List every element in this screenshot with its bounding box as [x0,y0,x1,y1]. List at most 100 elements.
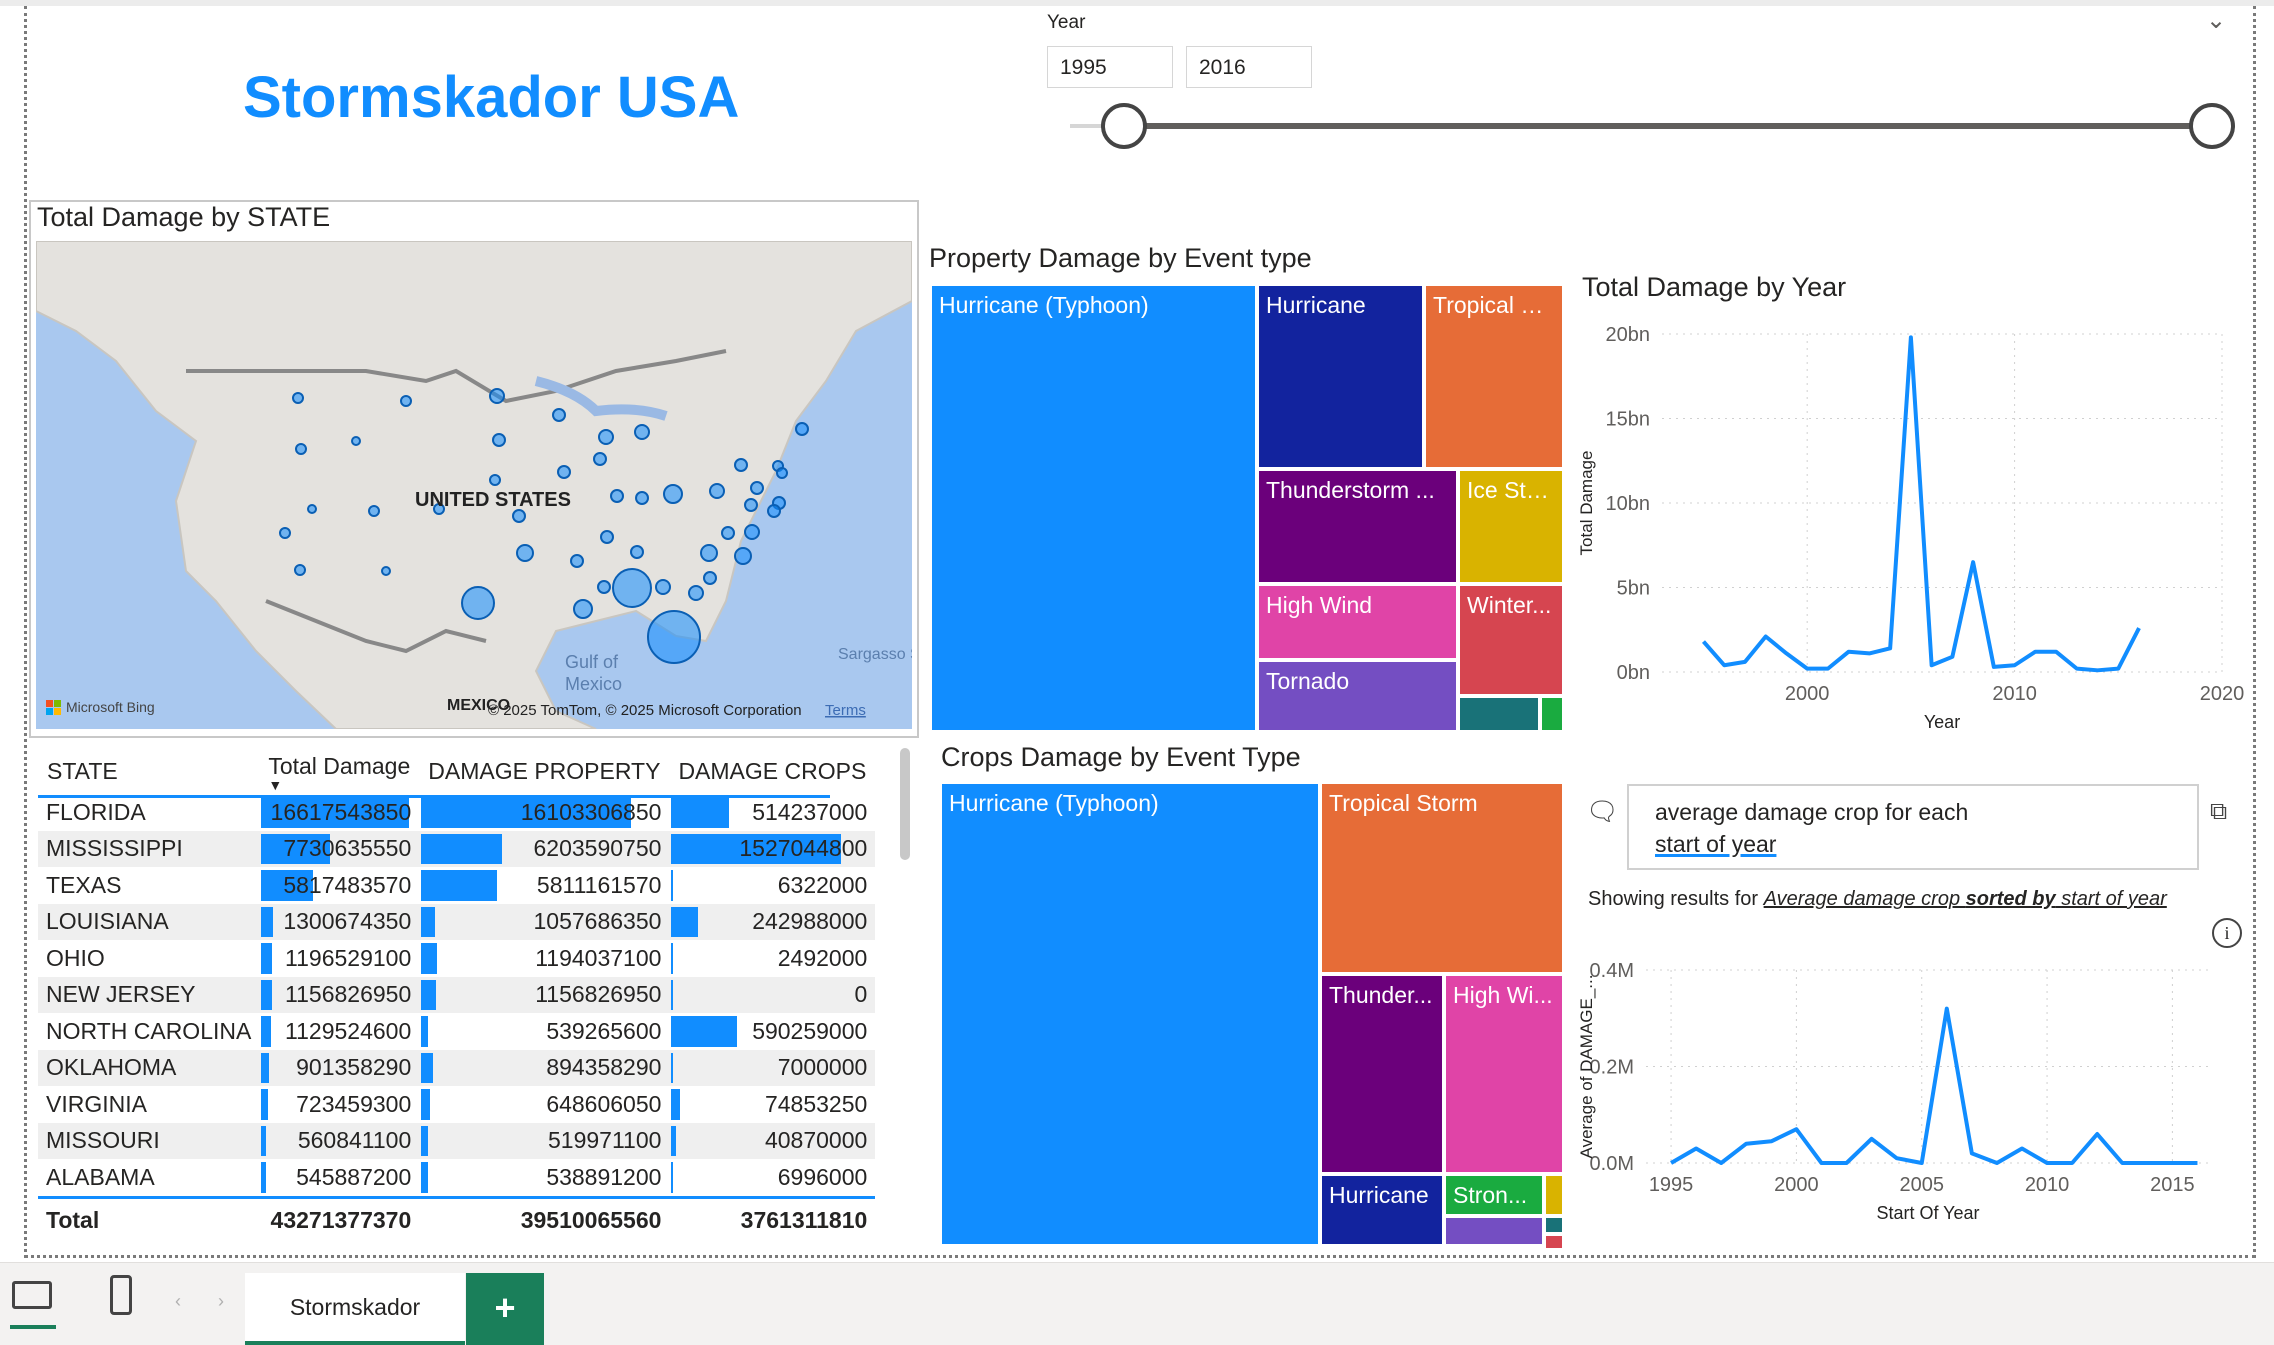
y-tick-label: 0bn [1617,662,1650,684]
treemap-tile[interactable]: Thunderstorm ... [1257,469,1458,584]
value-cell: 894358290 [419,1049,670,1086]
map-country-label: UNITED STATES [415,489,571,511]
total-value: 43271377370 [259,1195,420,1243]
treemap-tile[interactable]: Winter... [1458,584,1564,696]
table-row[interactable]: OHIO 1196529100 1194037100 2492000 [38,940,875,977]
table-row[interactable]: TEXAS 5817483570 5811161570 6322000 [38,867,875,904]
qa-showing-link[interactable]: Average damage crop sorted by start of y… [1764,888,2167,910]
table-row[interactable]: NORTH CAROLINA 1129524600 539265600 5902590… [38,1013,875,1050]
data-bar [671,1089,680,1120]
qa-question-line-2: start of year [1655,831,1777,857]
treemap-tile[interactable] [1544,1216,1564,1234]
cell-text: 539265600 [546,1017,662,1044]
crops-treemap-title: Crops Damage by Event Type [941,742,1301,772]
value-cell: 1300674350 [259,903,420,940]
treemap-tile[interactable]: Hurricane [1257,284,1424,469]
table-row[interactable]: MISSISSIPPI 7730635550 6203590750 152704480… [38,830,876,867]
table-row[interactable]: LOUISIANA 1300674350 1057686350 242988000 [38,903,876,940]
treemap-tile[interactable]: Tropical Storm [1320,782,1564,974]
value-cell: 538891200 [419,1159,669,1197]
treemap-tile[interactable]: Tornado [1257,660,1458,732]
column-header-state[interactable]: STATE [47,757,118,784]
treemap-tile[interactable]: High Wind [1257,584,1458,660]
treemap-tile-label: Ice Sto... [1467,477,1555,503]
value-cell: 5817483570 [259,867,419,904]
crops-treemap[interactable]: Hurricane (Typhoon) Tropical Storm Thunder… [940,782,1564,1250]
qa-link-part: start of year [2055,888,2167,910]
treemap-tile[interactable]: Hurricane (Typhoon) [940,782,1320,1246]
treemap-tile[interactable] [1444,1216,1544,1246]
value-cell: 5811161570 [419,867,669,904]
map-visual[interactable] [29,200,919,738]
map-terms-link[interactable]: Terms [825,702,866,719]
treemap-tile[interactable]: Tropical St... [1424,284,1564,469]
property-treemap[interactable]: Hurricane (Typhoon) Hurricane Tropical St.… [930,284,1564,732]
x-tick-label: 1995 [1649,1174,1694,1196]
year-from-input[interactable]: 1995 [1047,46,1173,88]
table-row[interactable]: NEW JERSEY 1156826950 1156826950 0 [38,976,876,1013]
table-row[interactable]: ALABAMA 545887200 538891200 6996000 [38,1159,875,1197]
column-header-label: Total Damage [268,752,411,779]
add-page-button[interactable]: + [466,1273,544,1345]
map-canvas[interactable]: UNITED STATES Gulf of Mexico MEXICO Sarga… [36,241,912,729]
treemap-tile-label: High Wind [1266,592,1373,618]
chevron-down-icon[interactable]: ⌄ [2206,7,2227,34]
value-cell: 1057686350 [419,903,670,940]
column-header-total-damage[interactable]: Total Damage ▼ [259,748,419,794]
year-slider[interactable] [1060,98,2260,154]
qa-showing-prefix: Showing results for [1588,888,1764,910]
info-icon[interactable]: i [2212,918,2242,948]
average-damage-crop-chart[interactable]: 0.0M 0.2M 0.4M 1995 2000 2005 2010 2015 Start Of… [1570,948,2260,1228]
comment-icon[interactable]: 🗨 [1586,796,1620,826]
slider-handle-end[interactable] [2189,103,2235,149]
value-cell: 1527044800 [669,830,876,867]
value-cell: 242988000 [669,903,876,940]
data-bar [261,979,272,1010]
table-row[interactable]: MISSOURI 560841100 519971100 40870000 [38,1122,876,1159]
treemap-tile[interactable]: Stron... [1444,1174,1544,1216]
year-to-input[interactable]: 2016 [1186,46,1312,88]
value-cell: 539265600 [419,1013,669,1050]
treemap-tile[interactable] [1544,1174,1564,1216]
treemap-tile[interactable]: Thunder... [1320,974,1444,1174]
column-header-damage-crops[interactable]: DAMAGE CROPS [678,757,867,784]
mobile-layout-icon[interactable] [110,1275,132,1315]
value-cell: 514237000 [669,794,875,831]
previous-page-icon[interactable]: ‹ [175,1291,181,1311]
desktop-layout-icon[interactable] [12,1281,52,1309]
value-cell: 2492000 [669,940,875,977]
table-scrollbar[interactable] [900,748,910,860]
convert-visual-icon[interactable]: ⧉ [2210,798,2228,825]
qa-question-input[interactable]: average damage crop for each start of ye… [1627,784,2199,870]
column-header-damage-property[interactable]: DAMAGE PROPERTY [428,757,661,784]
map-mexico-label: MEXICO [447,697,510,714]
treemap-tile[interactable] [1540,696,1564,732]
page-tab-stormskador[interactable]: Stormskador [245,1273,465,1345]
qa-showing-results: Showing results for Average damage crop … [1588,888,2167,911]
next-page-icon[interactable]: › [218,1291,224,1311]
state-damage-table[interactable]: STATE Total Damage ▼ DAMAGE PROPERTY DAMA… [38,748,876,1243]
slider-handle-start[interactable] [1101,103,1147,149]
table-row[interactable]: VIRGINIA 723459300 648606050 74853250 [38,1086,875,1123]
table-row[interactable]: OKLAHOMA 901358290 894358290 7000000 [38,1049,876,1086]
treemap-tile[interactable] [1458,696,1540,732]
data-bar [261,943,272,974]
treemap-tile[interactable] [1544,1234,1564,1250]
map-bubbles[interactable] [279,388,809,664]
treemap-tile[interactable]: Hurricane [1320,1174,1444,1246]
data-bar [671,833,842,864]
data-bar [421,943,437,974]
cell-text: 1196529100 [285,944,412,971]
treemap-tile[interactable]: Hurricane (Typhoon) [930,284,1257,732]
cell-text: 5817483570 [283,871,412,898]
cell-text: 538891200 [546,1163,662,1190]
treemap-tile[interactable]: Ice Sto... [1458,469,1564,584]
total-damage-by-year-chart[interactable]: Total Damage by Year 0bn 5bn 10bn 15bn 20bn 20… [1570,270,2260,740]
cell-text: 6322000 [777,871,868,898]
treemap-tile[interactable]: High Wi... [1444,974,1564,1174]
qa-question-line-1: average damage crop for each [1655,799,1969,825]
treemap-tile-label: Tropical St... [1433,292,1555,318]
gulf-label-line: Gulf of [565,652,619,672]
table-row[interactable]: FLORIDA 16617543850 16103306850 514237000 [38,794,875,831]
cell-text: 590259000 [752,1017,868,1044]
